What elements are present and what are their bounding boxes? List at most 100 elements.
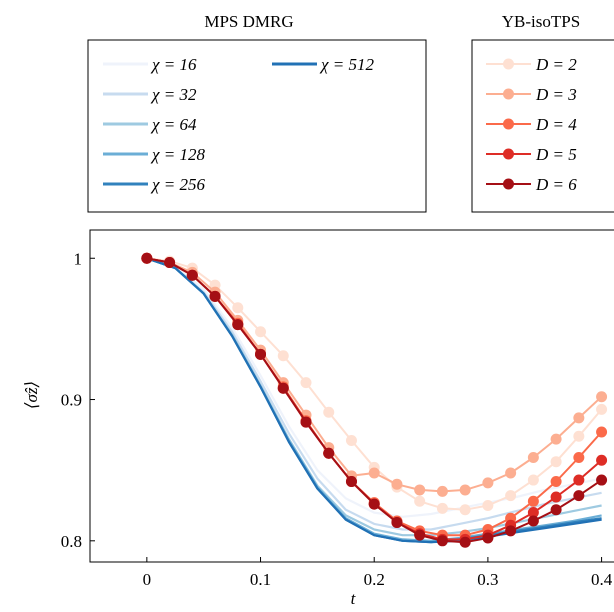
data-point xyxy=(482,477,494,489)
y-tick-label: 0.8 xyxy=(61,532,82,551)
data-point xyxy=(527,515,539,527)
data-point xyxy=(141,252,153,264)
legend-label: D = 5 xyxy=(535,145,577,164)
data-point xyxy=(596,426,608,438)
x-axis: 0 0.1 0.2 0.3 0.4 xyxy=(143,557,613,589)
legend-item: D = 2 xyxy=(486,55,577,74)
data-point xyxy=(368,498,380,510)
data-point xyxy=(573,430,585,442)
data-point xyxy=(550,491,562,503)
data-point xyxy=(527,507,539,519)
legend-label: χ = 128 xyxy=(150,145,205,164)
data-point xyxy=(573,412,585,424)
x-tick-label: 0.2 xyxy=(364,570,385,589)
legend-marker xyxy=(503,148,514,160)
data-point xyxy=(255,348,267,360)
legend-label: χ = 256 xyxy=(150,175,205,194)
legend-marker xyxy=(503,118,514,130)
data-point xyxy=(391,516,403,528)
isotps-series-4 xyxy=(141,252,608,548)
legend-isotps: YB-isoTPS D = 2 D = 3 D = 4 D = 5 D = 6 xyxy=(471,12,614,213)
data-point xyxy=(436,535,448,547)
data-point xyxy=(277,350,289,362)
data-point xyxy=(232,319,244,331)
data-point xyxy=(596,454,608,466)
legend-item: D = 3 xyxy=(486,85,577,104)
legend-mps-title: MPS DMRG xyxy=(204,12,293,31)
data-point xyxy=(323,406,335,418)
y-axis: 0.8 0.9 1 xyxy=(61,249,95,551)
mps-lines xyxy=(146,257,602,544)
legend-label: χ = 512 xyxy=(319,55,374,74)
mps-series-line-5 xyxy=(146,257,602,544)
x-tick-label: 0.1 xyxy=(250,570,271,589)
y-axis-label: ⟨σ̂z⟩ xyxy=(22,381,41,409)
data-point xyxy=(527,451,539,463)
data-point xyxy=(550,433,562,445)
data-point xyxy=(164,256,176,268)
legend-item: χ = 64 xyxy=(103,115,197,134)
x-tick-label: 0 xyxy=(143,570,152,589)
legend-item: χ = 16 xyxy=(103,55,197,74)
data-point xyxy=(209,290,221,302)
data-point xyxy=(505,525,517,537)
data-point xyxy=(414,529,426,541)
plot-frame xyxy=(89,229,614,563)
legend-item: χ = 32 xyxy=(103,85,197,104)
x-tick-label: 0.4 xyxy=(591,570,613,589)
data-point xyxy=(277,382,289,394)
data-point xyxy=(527,474,539,486)
data-point xyxy=(345,475,357,487)
data-point xyxy=(414,495,426,507)
data-point xyxy=(505,490,517,502)
data-point xyxy=(596,474,608,486)
data-point xyxy=(186,269,198,281)
data-point xyxy=(482,499,494,511)
data-point xyxy=(368,467,380,479)
legend-item: D = 5 xyxy=(486,145,577,164)
legend-marker xyxy=(503,178,514,190)
legend-label: D = 2 xyxy=(535,55,577,74)
isotps-lines xyxy=(141,252,608,548)
data-point xyxy=(232,302,244,314)
plot-area: 0 0.1 0.2 0.3 0.4 0.8 0.9 1 t ⟨σ̂z⟩ xyxy=(22,229,614,608)
data-point xyxy=(550,475,562,487)
legend-label: D = 4 xyxy=(535,115,577,134)
legend-mps-entries: χ = 16 χ = 32 χ = 64 χ = 128 χ = 256 χ = 512 xyxy=(103,55,374,194)
legend-label: χ = 16 xyxy=(150,55,197,74)
legend-item: χ = 512 xyxy=(272,55,374,74)
data-point xyxy=(573,474,585,486)
data-point xyxy=(459,536,471,548)
data-point xyxy=(459,484,471,496)
y-tick-label: 1 xyxy=(74,249,83,268)
legend-item: D = 6 xyxy=(486,175,577,194)
legend-label: D = 3 xyxy=(535,85,577,104)
data-point xyxy=(550,504,562,516)
legend-marker xyxy=(503,88,514,100)
data-point xyxy=(573,490,585,502)
data-point xyxy=(573,451,585,463)
mps-series-line-0 xyxy=(146,257,602,518)
data-point xyxy=(459,504,471,516)
data-point xyxy=(436,485,448,497)
data-point xyxy=(391,478,403,490)
data-point xyxy=(527,495,539,507)
data-point xyxy=(596,403,608,415)
x-axis-label: t xyxy=(351,589,357,608)
legend-item: χ = 256 xyxy=(103,175,205,194)
data-point xyxy=(323,447,335,459)
legend-isotps-entries: D = 2 D = 3 D = 4 D = 5 D = 6 xyxy=(486,55,577,194)
data-point xyxy=(550,456,562,468)
data-point xyxy=(300,416,312,428)
legend-isotps-title: YB-isoTPS xyxy=(502,12,580,31)
data-point xyxy=(345,435,357,447)
data-point xyxy=(300,377,312,389)
data-point xyxy=(436,502,448,514)
legend-item: χ = 128 xyxy=(103,145,205,164)
data-point xyxy=(255,326,267,338)
data-point xyxy=(482,532,494,544)
y-tick-label: 0.9 xyxy=(61,391,82,410)
legend-mps: MPS DMRG χ = 16 χ = 32 χ = 64 χ = 128 χ = 25… xyxy=(87,12,427,213)
legend-item: D = 4 xyxy=(486,115,577,134)
